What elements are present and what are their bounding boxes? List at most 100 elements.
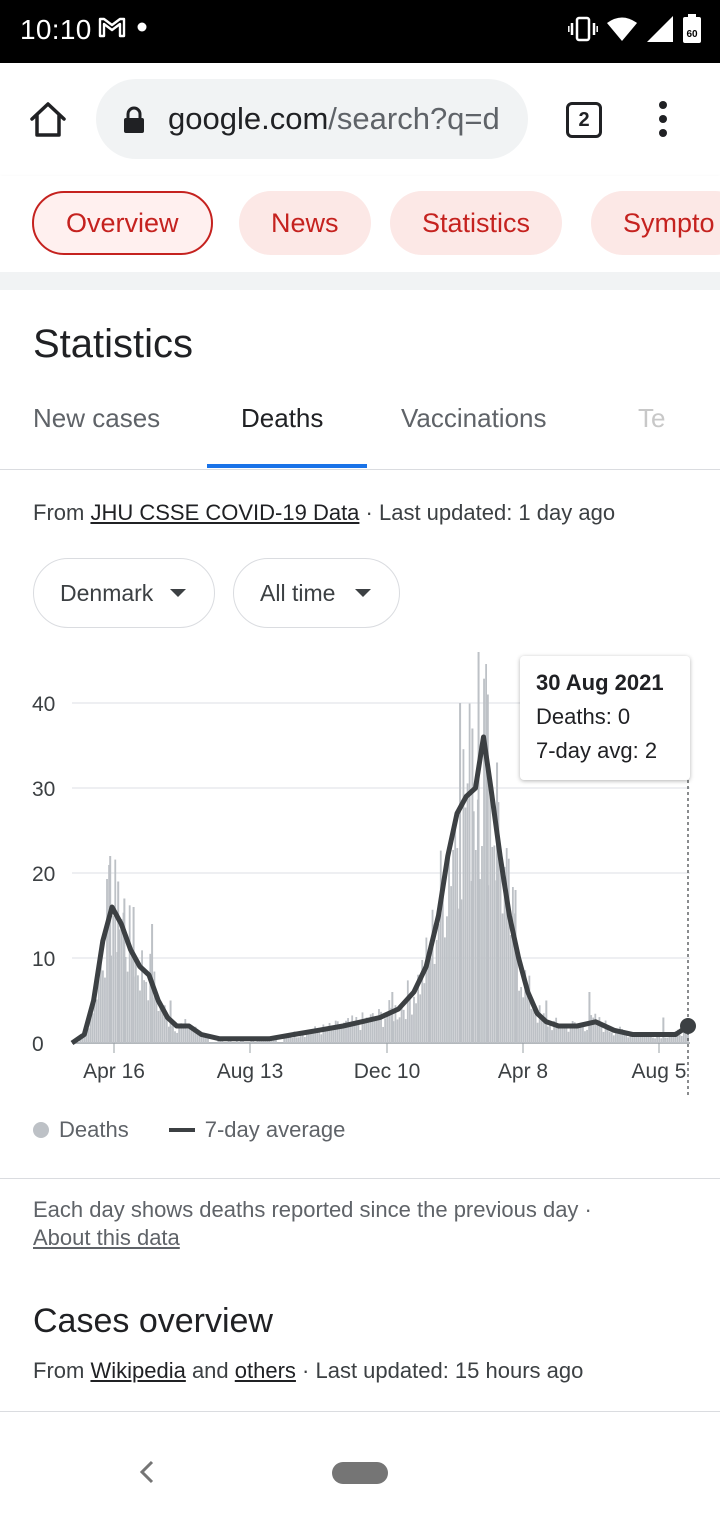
deaths-bar xyxy=(446,916,448,1043)
deaths-bar xyxy=(159,1001,162,1043)
deaths-bar xyxy=(89,1011,92,1043)
deaths-bar xyxy=(617,1032,619,1043)
deaths-bar xyxy=(633,1034,636,1043)
deaths-bar xyxy=(590,1015,593,1043)
deaths-bar xyxy=(639,1034,642,1043)
deaths-bar xyxy=(625,1032,628,1043)
more-menu-button[interactable] xyxy=(650,101,676,141)
deaths-bar xyxy=(650,1034,652,1043)
deaths-bar xyxy=(415,1003,417,1043)
deaths-bar xyxy=(145,981,148,1043)
deaths-bar xyxy=(524,970,527,1043)
time-range-dropdown[interactable]: All time xyxy=(233,558,400,628)
about-data-link[interactable]: About this data xyxy=(33,1225,180,1250)
deaths-bar xyxy=(542,1013,545,1043)
deaths-bar xyxy=(433,963,436,1043)
deaths-bar xyxy=(163,1005,166,1043)
deaths-bar xyxy=(493,845,496,1043)
deaths-bar xyxy=(123,898,126,1043)
deaths-bar xyxy=(104,977,106,1043)
deaths-bar xyxy=(565,1024,568,1043)
tab-vaccinations[interactable]: Vaccinations xyxy=(401,403,547,433)
deaths-bar xyxy=(363,1019,366,1043)
tab-switcher-button[interactable]: 2 xyxy=(566,102,602,138)
deaths-bar xyxy=(190,1027,193,1043)
tab-tests[interactable]: Te xyxy=(638,403,666,433)
deaths-bar xyxy=(200,1036,203,1043)
deaths-bar xyxy=(108,864,110,1043)
y-tick-label: 10 xyxy=(32,948,55,971)
deaths-bar xyxy=(165,1012,168,1043)
deaths-bar xyxy=(404,1019,407,1043)
deaths-bar xyxy=(670,1035,673,1043)
deaths-bar xyxy=(472,811,475,1043)
deaths-bar xyxy=(678,1035,681,1043)
chip-statistics[interactable]: Statistics xyxy=(390,191,563,255)
deaths-bar xyxy=(120,919,123,1043)
back-icon[interactable] xyxy=(134,1458,158,1486)
jhu-source-link[interactable]: JHU CSSE COVID-19 Data xyxy=(90,500,360,525)
deaths-bar xyxy=(516,957,518,1043)
deaths-bar xyxy=(491,846,494,1043)
tab-new-cases[interactable]: New cases xyxy=(33,403,161,433)
deaths-bar xyxy=(483,678,485,1043)
country-dropdown[interactable]: Denmark xyxy=(33,558,215,628)
deaths-bar xyxy=(637,1036,640,1043)
deaths-bar xyxy=(443,937,446,1043)
deaths-bar xyxy=(627,1037,630,1043)
tab-deaths[interactable]: Deaths xyxy=(241,403,324,433)
country-value: Denmark xyxy=(60,580,154,606)
wikipedia-link[interactable]: Wikipedia xyxy=(90,1358,186,1383)
tooltip-avg: 7-day avg: 2 xyxy=(536,738,658,763)
deaths-bar xyxy=(353,1021,356,1043)
legend-deaths-label: Deaths xyxy=(59,1117,129,1142)
deaths-bar xyxy=(176,1032,178,1043)
deaths-bar xyxy=(623,1031,626,1043)
chip-overview[interactable]: Overview xyxy=(32,191,213,255)
deaths-bar xyxy=(252,1040,255,1043)
deaths-bar xyxy=(419,994,422,1043)
deaths-bar xyxy=(112,915,115,1043)
deaths-chart[interactable]: 0 10 20 30 40 Apr 16 Aug 13 Dec 10 Apr 8 Aug 5 xyxy=(0,640,720,1110)
section-divider xyxy=(0,1411,720,1412)
deaths-bar xyxy=(598,1017,601,1043)
deaths-bar xyxy=(347,1018,349,1043)
deaths-bar xyxy=(496,762,499,1043)
deaths-bar xyxy=(178,1027,181,1043)
deaths-bar xyxy=(132,907,135,1043)
url-path: /search?q=d xyxy=(328,101,500,136)
deaths-bar xyxy=(365,1017,368,1043)
deaths-bar xyxy=(549,1021,551,1043)
chip-symptoms[interactable]: Sympto xyxy=(591,191,720,255)
deaths-bar xyxy=(435,940,438,1043)
deaths-bar xyxy=(540,1014,543,1043)
deaths-bar xyxy=(367,1022,370,1043)
deaths-bar xyxy=(250,1040,253,1043)
y-tick-label: 40 xyxy=(32,693,55,716)
deaths-bar xyxy=(575,1025,578,1043)
others-link[interactable]: others xyxy=(234,1358,296,1383)
deaths-bar xyxy=(471,728,474,1043)
omnibox[interactable]: google.com/search?q=d xyxy=(96,79,528,159)
deaths-bar xyxy=(340,1026,343,1043)
deaths-bar xyxy=(382,1026,384,1043)
home-button[interactable] xyxy=(26,97,70,141)
deaths-bar xyxy=(392,1021,395,1043)
statistics-title: Statistics xyxy=(33,322,194,366)
deaths-bar xyxy=(559,1028,562,1043)
deaths-bar xyxy=(520,987,523,1043)
deaths-bar xyxy=(128,905,131,1043)
url-text[interactable]: google.com/search?q=d xyxy=(168,101,518,137)
deaths-bar xyxy=(652,1037,654,1043)
deaths-bar xyxy=(602,1031,605,1043)
deaths-bar xyxy=(361,1012,364,1043)
home-pill[interactable] xyxy=(332,1462,388,1484)
deaths-bar xyxy=(680,1035,683,1043)
deaths-bar xyxy=(485,664,488,1043)
deaths-bar xyxy=(398,1017,401,1043)
chip-news[interactable]: News xyxy=(239,191,371,255)
deaths-bar xyxy=(349,1023,352,1043)
deaths-bar xyxy=(643,1036,646,1043)
deaths-bar xyxy=(95,999,98,1043)
deaths-bar xyxy=(582,1026,584,1043)
